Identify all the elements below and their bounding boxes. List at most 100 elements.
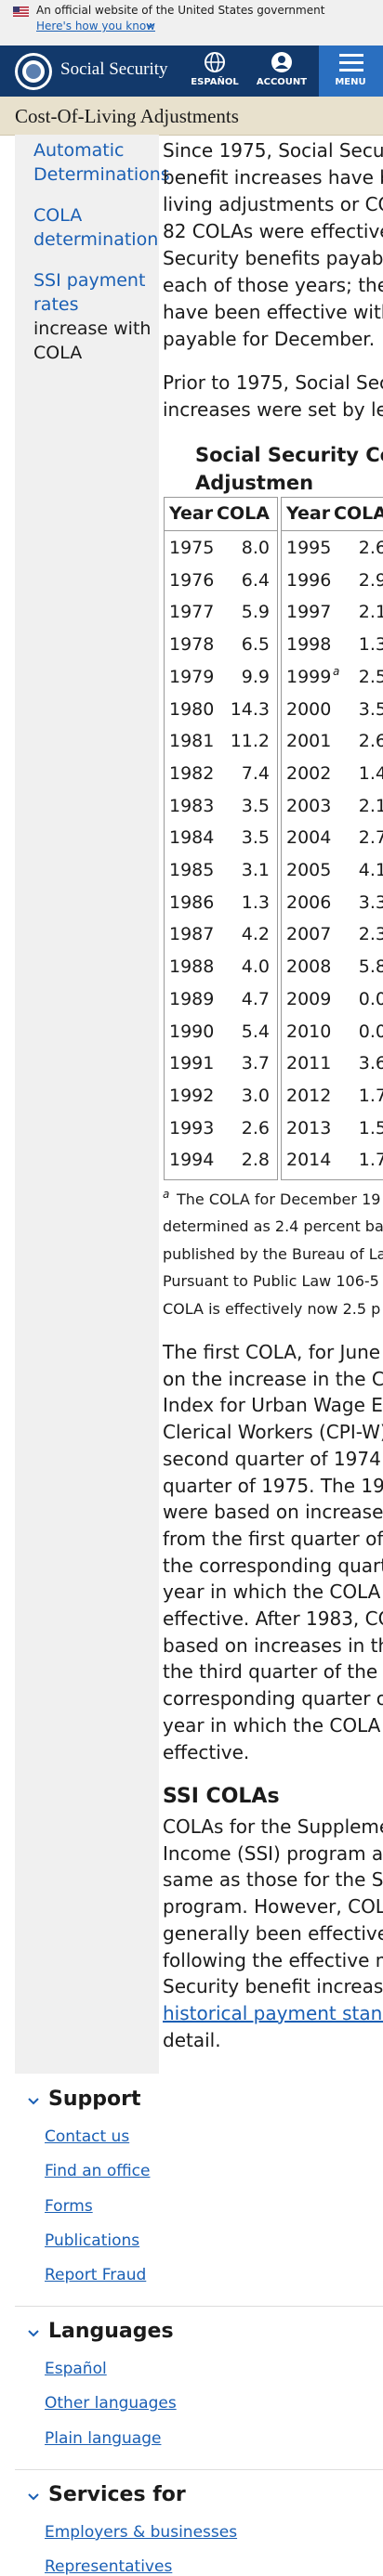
cola-cell: 4.7 [241, 988, 270, 1009]
menu-icon [339, 54, 363, 72]
year-cell: 1978 [169, 634, 215, 656]
footnote-line: The COLA for December 19 [177, 1190, 381, 1208]
logo[interactable] [14, 52, 53, 91]
cola-cell: 1.7 [358, 1150, 383, 1171]
title-bar: Cost-Of-Living Adjustments [0, 97, 383, 136]
year-cell: 1992 [169, 1085, 215, 1106]
cola-cell: 11.2 [230, 731, 270, 752]
footer-link[interactable]: Publications [45, 2231, 140, 2250]
cola-cell: 3.3 [358, 891, 383, 913]
paragraph-line: Security benefit increase [163, 1975, 383, 1998]
year-cell: 1986 [169, 891, 215, 913]
footnote-line: Pursuant to Public Law 106-5 [163, 1272, 379, 1291]
footer-heading[interactable]: Support [48, 2088, 141, 2111]
section-heading: SSI COLAs [163, 1785, 280, 1808]
paragraph-line: year in which the COLA b [163, 1713, 383, 1737]
year-cell: 2007 [286, 924, 332, 945]
banner-link[interactable]: Here's how you know [36, 20, 155, 33]
footer-link[interactable]: Employers & businesses [45, 2523, 238, 2542]
paragraph-line: same as those for the So [163, 1868, 383, 1892]
year-cell: 2006 [286, 891, 332, 913]
paragraph-line: the corresponding quarte [163, 1554, 383, 1577]
cola-cell: 3.5 [241, 795, 270, 816]
year-cell: 2001 [286, 731, 332, 752]
paragraph-line: increases were set by leg [163, 398, 383, 421]
cola-cell: 0.0 [358, 988, 383, 1009]
footer-link[interactable]: Report Fraud [45, 2266, 147, 2285]
nav-menu[interactable]: MENU [335, 77, 366, 87]
table-header-rule [164, 530, 278, 531]
year-cell: 2005 [286, 860, 332, 880]
cola-cell: 7.4 [241, 762, 270, 784]
year-cell: 2008 [286, 956, 332, 978]
nav-account[interactable]: ACCOUNT [256, 77, 308, 87]
cola-cell: 2.6 [358, 731, 383, 752]
paragraph-line: year in which the COLA b [163, 1581, 383, 1604]
cola-cell: 1.3 [358, 634, 383, 656]
inline-link[interactable]: historical payment stand [163, 2001, 383, 2024]
year-cell: 1988 [169, 956, 215, 978]
paragraph-line: Income (SSI) program are [163, 1841, 383, 1865]
year-cell: 1979 [169, 666, 215, 687]
cola-cell: 0.0 [358, 1021, 383, 1042]
cola-cell: 2.1 [358, 602, 383, 623]
footer-link[interactable]: Other languages [45, 2394, 177, 2413]
paragraph-line: from the first quarter of t [163, 1527, 383, 1550]
footer-link[interactable]: Español [45, 2360, 107, 2378]
paragraph-line: the third quarter of the p [163, 1660, 383, 1684]
paragraph-line: quarter of 1975. The 197 [163, 1474, 383, 1497]
brand[interactable]: Social Security [60, 59, 168, 79]
table-header-rule [281, 530, 383, 531]
year-cell: 1975 [169, 538, 215, 558]
year-cell: 1984 [169, 827, 215, 849]
cola-cell: 14.3 [230, 698, 270, 720]
cola-cell: 1.4 [358, 762, 383, 784]
cola-cell: 2.9 [358, 569, 383, 591]
year-cell: 2000 [286, 698, 332, 720]
year-cell: 2002 [286, 762, 332, 784]
footer-link[interactable]: Contact us [45, 2127, 130, 2146]
sidebar-link[interactable]: Automatic Determinations [33, 140, 170, 185]
paragraph-line: living adjustments or CO [163, 193, 383, 215]
chevron [28, 2493, 39, 2501]
cola-cell: 8.0 [241, 538, 270, 558]
footer-heading[interactable]: Languages [48, 2320, 174, 2343]
sidebar-link[interactable]: SSI payment rates [33, 270, 146, 315]
paragraph-line: detail. [163, 2028, 221, 2051]
cola-cell: 5.9 [241, 602, 270, 623]
year-cell: 1977 [169, 602, 215, 623]
year-cell: 2010 [286, 1021, 332, 1042]
footer-link[interactable]: Find an office [45, 2162, 151, 2181]
footer-link[interactable]: Plain language [45, 2428, 162, 2448]
paragraph-line: COLAs for the Suppleme [163, 1815, 383, 1838]
paragraph-line: Index for Urban Wage Ea [163, 1394, 383, 1417]
footer-heading[interactable]: Services for [48, 2483, 186, 2506]
year-cell: 1997 [286, 602, 332, 623]
year-cell: 2013 [286, 1117, 332, 1138]
menu-button[interactable] [319, 46, 383, 97]
year-cell: 1993 [169, 1117, 215, 1138]
banner-text: An official website of the United States… [36, 4, 325, 17]
footer-link[interactable]: Forms [45, 2196, 93, 2216]
paragraph-line: on the increase in the Co [163, 1367, 383, 1390]
cola-cell: 1.3 [241, 891, 270, 913]
nav-espanol[interactable]: ESPAÑOL [191, 77, 239, 87]
sidebar-link[interactable]: COLA determination [33, 205, 159, 250]
cola-cell: 2.6 [358, 538, 383, 558]
cola-cell: 4.1 [358, 860, 383, 880]
year-cell: 1981 [169, 731, 215, 752]
sidebar-item: Automatic Determinations [33, 138, 170, 187]
cola-cell: 3.6 [358, 1053, 383, 1074]
gov-banner: An official website of the United States… [0, 0, 383, 46]
main-content: Since 1975, Social Secur benefit increase… [162, 135, 383, 2074]
cola-cell: 6.5 [241, 634, 270, 656]
cola-cell: 5.8 [358, 956, 383, 978]
cola-cell: 3.5 [241, 827, 270, 849]
paragraph-line: following the effective m [163, 1948, 383, 1971]
year-cell: 2004 [286, 827, 332, 849]
paragraph-line: were based on increases [163, 1501, 383, 1524]
sidebar-text: increase with COLA [33, 319, 152, 363]
footer-link[interactable]: Representatives [45, 2557, 173, 2576]
cola-cell: 4.2 [241, 924, 270, 945]
